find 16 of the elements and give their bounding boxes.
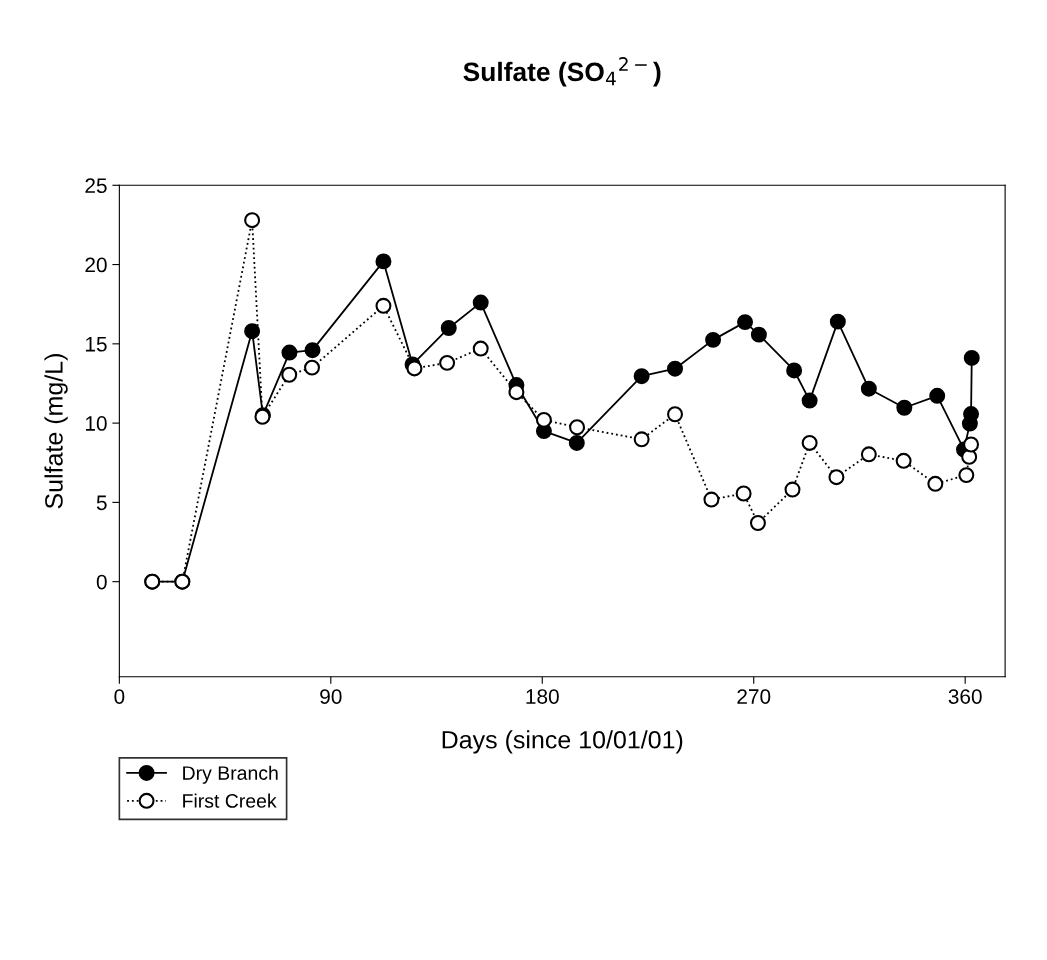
y-tick-label: 15 — [85, 337, 107, 352]
legend-label: Dry Branch — [183, 765, 278, 784]
x-tick-label: 90 — [320, 689, 342, 704]
x-axis-title: Days (since 10/01/01) — [442, 730, 683, 754]
y-axis-title: Sulfate (mg/L) — [44, 354, 68, 509]
y-tick-label: 0 — [96, 574, 107, 590]
x-tick-label: 0 — [114, 689, 125, 704]
x-tick-label: 270 — [737, 689, 771, 704]
chart-title: Sulfate (SO$_{4}$$^{2−}$) — [463, 57, 661, 87]
y-tick-label: 25 — [85, 178, 107, 194]
x-tick-label: 180 — [526, 689, 559, 704]
y-tick-label: 10 — [85, 416, 107, 431]
legend-label: First Creek — [183, 793, 277, 808]
y-tick-label: 5 — [96, 495, 107, 511]
y-tick-label: 20 — [85, 257, 107, 273]
x-tick-label: 360 — [948, 689, 982, 704]
